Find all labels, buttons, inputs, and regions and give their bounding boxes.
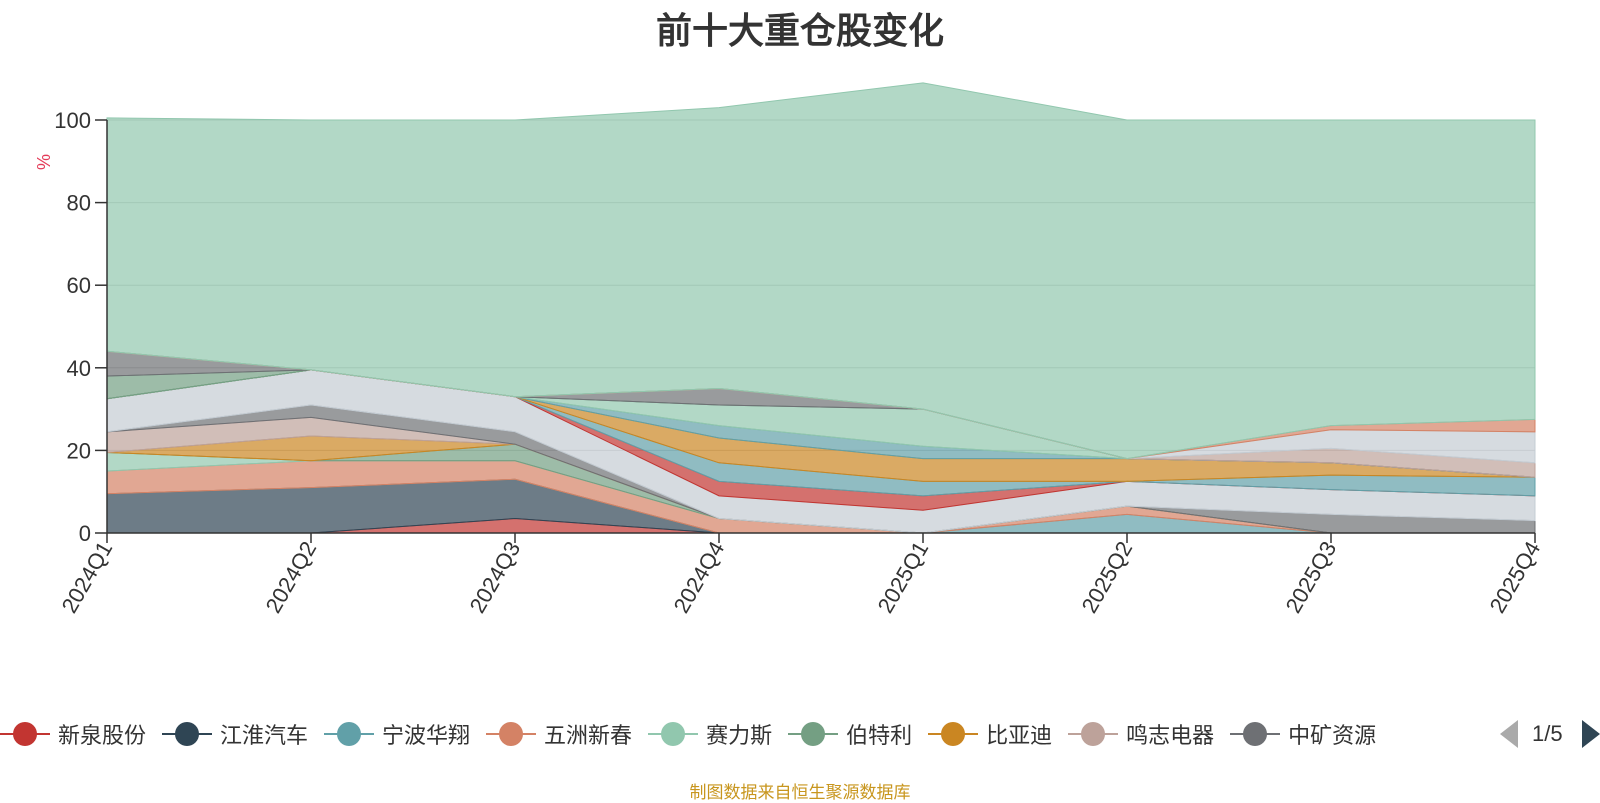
legend-marker-icon xyxy=(648,722,699,746)
x-tick-label: 2025Q2 xyxy=(1077,537,1138,617)
y-tick-label: 0 xyxy=(79,521,91,546)
source-note: 制图数据来自恒生聚源数据库 xyxy=(689,783,911,802)
area-series xyxy=(106,82,1536,534)
x-tick-label: 2025Q4 xyxy=(1485,537,1546,617)
y-tick-label: 40 xyxy=(67,356,91,381)
y-tick-label: 60 xyxy=(67,273,91,298)
x-tick-label: 2024Q1 xyxy=(57,537,118,617)
legend-label: 中矿资源 xyxy=(1288,723,1377,748)
legend-label: 五洲新春 xyxy=(544,723,633,748)
legend-pager: 1/5 xyxy=(1500,718,1600,750)
legend-marker-icon xyxy=(1230,722,1281,746)
legend-marker-icon xyxy=(162,722,213,746)
legend-label: 比亚迪 xyxy=(986,723,1053,748)
x-tick-label: 2024Q4 xyxy=(669,537,730,617)
legend-item[interactable]: 伯特利 xyxy=(788,716,912,752)
legend-marker-icon xyxy=(324,722,375,746)
legend-label: 伯特利 xyxy=(846,723,913,748)
legend-marker-icon xyxy=(788,722,839,746)
legend-item[interactable]: 新泉股份 xyxy=(0,716,146,752)
legend-item[interactable]: 比亚迪 xyxy=(928,716,1052,752)
legend-marker-icon xyxy=(928,722,979,746)
legend: 新泉股份 江淮汽车 宁波华翔 五洲新春 赛力斯 伯特利 比亚迪 鸣志电器 中矿资源 xyxy=(0,716,1480,752)
legend-prev-page-arrow-icon[interactable] xyxy=(1500,720,1518,748)
legend-label: 江淮汽车 xyxy=(220,723,309,748)
y-axis-unit: % xyxy=(34,154,54,170)
chart-title: 前十大重仓股变化 xyxy=(655,10,944,51)
legend-label: 鸣志电器 xyxy=(1126,723,1215,748)
y-tick-label: 100 xyxy=(54,108,91,133)
legend-label: 赛力斯 xyxy=(706,723,773,748)
x-tick-label: 2024Q2 xyxy=(261,537,322,617)
legend-label: 新泉股份 xyxy=(58,723,147,748)
legend-next-page-arrow-icon[interactable] xyxy=(1582,720,1600,748)
legend-item[interactable]: 赛力斯 xyxy=(648,716,772,752)
legend-marker-icon xyxy=(486,722,537,746)
legend-page-indicator: 1/5 xyxy=(1532,721,1563,746)
legend-marker-icon xyxy=(1068,722,1119,746)
x-tick-label: 2024Q3 xyxy=(465,537,526,617)
x-tick-label: 2025Q3 xyxy=(1281,537,1342,617)
legend-item[interactable]: 宁波华翔 xyxy=(324,716,470,752)
y-tick-label: 20 xyxy=(67,438,91,463)
series-area-20 xyxy=(106,82,1536,460)
legend-marker-icon xyxy=(0,722,50,746)
legend-label: 宁波华翔 xyxy=(382,723,471,748)
legend-item[interactable]: 鸣志电器 xyxy=(1068,716,1214,752)
area-chart: 0 20 40 60 80 100 2024Q1 2024Q2 2024Q3 2024Q4 2025… xyxy=(34,82,1546,617)
y-tick-label: 80 xyxy=(67,191,91,216)
legend-item[interactable]: 中矿资源 xyxy=(1230,716,1376,752)
legend-item[interactable]: 江淮汽车 xyxy=(162,716,308,752)
x-tick-label: 2025Q1 xyxy=(873,537,934,617)
legend-item[interactable]: 五洲新春 xyxy=(486,716,632,752)
